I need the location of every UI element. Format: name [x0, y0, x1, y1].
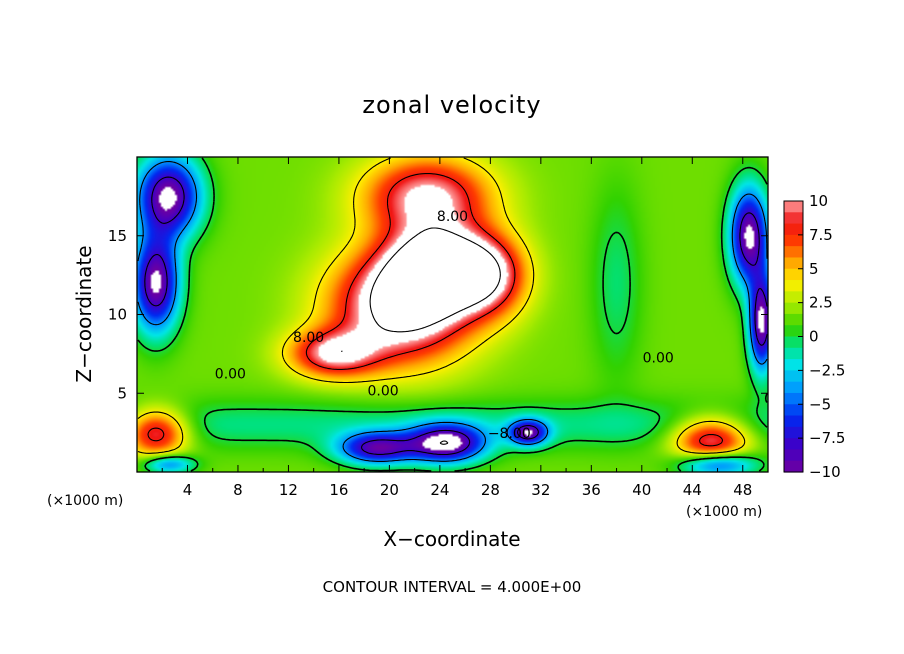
colorbar-tick-label: 2.5: [809, 294, 833, 312]
chart-title: zonal velocity: [362, 91, 541, 119]
colorbar-tick-label: −5: [809, 395, 831, 413]
colorbar-tick-label: −10: [809, 463, 841, 481]
contour-label: 0.00: [215, 366, 246, 382]
contour-level: [144, 176, 768, 456]
colorbar-band: [784, 201, 803, 213]
colorbar: [783, 200, 804, 473]
contour-label: 8.00: [437, 209, 468, 225]
contour-label: 0.00: [643, 351, 674, 367]
colorbar-band: [784, 291, 803, 304]
x-tick-label: 8: [233, 481, 243, 499]
x-tick-label: 12: [279, 481, 298, 499]
colorbar-band: [784, 257, 803, 270]
x-tick-label: 24: [430, 481, 449, 499]
colorbar-band: [784, 460, 803, 473]
contour-level: [147, 172, 724, 447]
colorbar-tick-label: 10: [809, 192, 828, 210]
colorbar-band: [784, 280, 803, 292]
colorbar-band: [784, 359, 803, 371]
contour-label: 8.00: [293, 330, 324, 346]
contour-label: 0.00: [368, 384, 399, 400]
colorbar-ticks: 10 7.5 5 2.5 0 −2.5 −5 −7.5 −10: [798, 192, 845, 481]
x-tick-label: 40: [632, 481, 651, 499]
colorbar-tick-label: 5: [809, 260, 819, 278]
colorbar-band: [784, 223, 803, 236]
contour-level: [137, 160, 768, 462]
colorbar-band: [784, 246, 803, 259]
y-axis-ticks: 5 10 15: [108, 227, 768, 402]
y-tick-label: 5: [117, 384, 127, 402]
contour-level: [137, 157, 768, 472]
x-tick-label: 36: [582, 481, 601, 499]
x-tick-label: 32: [531, 481, 550, 499]
contour-level: [439, 440, 449, 445]
colorbar-band: [784, 449, 803, 462]
colorbar-band: [784, 313, 803, 326]
colorbar-tick-label: 0: [809, 328, 819, 346]
colorbar-tick-label: −2.5: [809, 361, 845, 379]
colorbar-band: [784, 325, 803, 338]
contour-level: [340, 227, 501, 352]
colorbar-tick-label: −7.5: [809, 429, 845, 447]
contour-level: [137, 157, 746, 454]
x-tick-label: 48: [733, 481, 752, 499]
colorbar-band: [784, 381, 803, 394]
colorbar-band: [784, 336, 803, 349]
colorbar-band: [784, 212, 803, 225]
y-tick-label: 10: [108, 306, 127, 324]
y-axis-label: Z−coordinate: [72, 245, 96, 382]
colorbar-band: [784, 370, 803, 383]
colorbar-tick-label: 7.5: [809, 226, 833, 244]
colorbar-band: [784, 415, 803, 428]
contour-lines: [137, 157, 768, 472]
y-tick-label: 15: [108, 227, 127, 245]
colorbar-band: [784, 347, 803, 360]
colorbar-band: [784, 426, 803, 439]
x-tick-label: 4: [183, 481, 193, 499]
contour-label: −8.00: [488, 426, 531, 442]
x-tick-label: 44: [683, 481, 702, 499]
colorbar-band: [784, 268, 803, 281]
colorbar-band: [784, 392, 803, 405]
contour-interval-note: CONTOUR INTERVAL = 4.000E+00: [323, 578, 582, 596]
colorbar-band: [784, 404, 803, 417]
x-axis-ticks: 4 8 12 16 20 24 28 32 36 40 44 48: [161, 157, 752, 499]
x-tick-label: 16: [329, 481, 348, 499]
x-axis-label: X−coordinate: [383, 527, 520, 551]
colorbar-band: [784, 302, 803, 315]
x-tick-label: 28: [481, 481, 500, 499]
colorbar-band: [784, 438, 803, 451]
x-unit-right: (×1000 m): [686, 504, 762, 520]
x-unit-left: (×1000 m): [47, 493, 123, 509]
x-tick-label: 20: [380, 481, 399, 499]
colorbar-band: [784, 234, 803, 247]
contour-labels: 8.00 8.00 0.00 0.00 0.00 −8.00: [215, 209, 674, 442]
